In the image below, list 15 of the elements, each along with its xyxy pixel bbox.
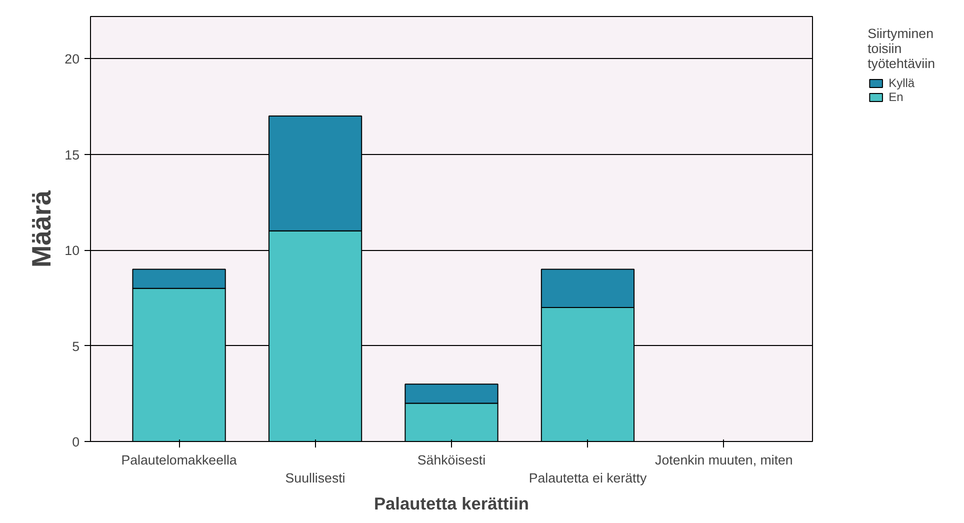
x-tick-label: Palautetta ei kerätty — [528, 470, 647, 486]
y-axis-title: Määrä — [26, 190, 57, 268]
legend-title: Siirtyminen toisiin työtehtäviin — [868, 26, 935, 71]
x-tick-label: Palautelomakkeella — [121, 452, 238, 468]
y-tick-label: 0 — [72, 434, 80, 450]
y-tick-label: 10 — [64, 243, 80, 258]
legend-label: Kyllä — [888, 76, 915, 90]
y-tick-label: 15 — [64, 147, 80, 162]
x-tick-label: Suullisesti — [285, 470, 346, 486]
x-tick-label: Sähköisesti — [417, 452, 486, 468]
legend-label: En — [888, 90, 904, 104]
y-tick-label: 20 — [64, 52, 80, 67]
x-tick-label: Jotenkin muuten, miten — [655, 452, 793, 468]
y-tick-label: 5 — [72, 338, 80, 354]
x-axis-title: Palautetta kerättiin — [374, 494, 530, 514]
